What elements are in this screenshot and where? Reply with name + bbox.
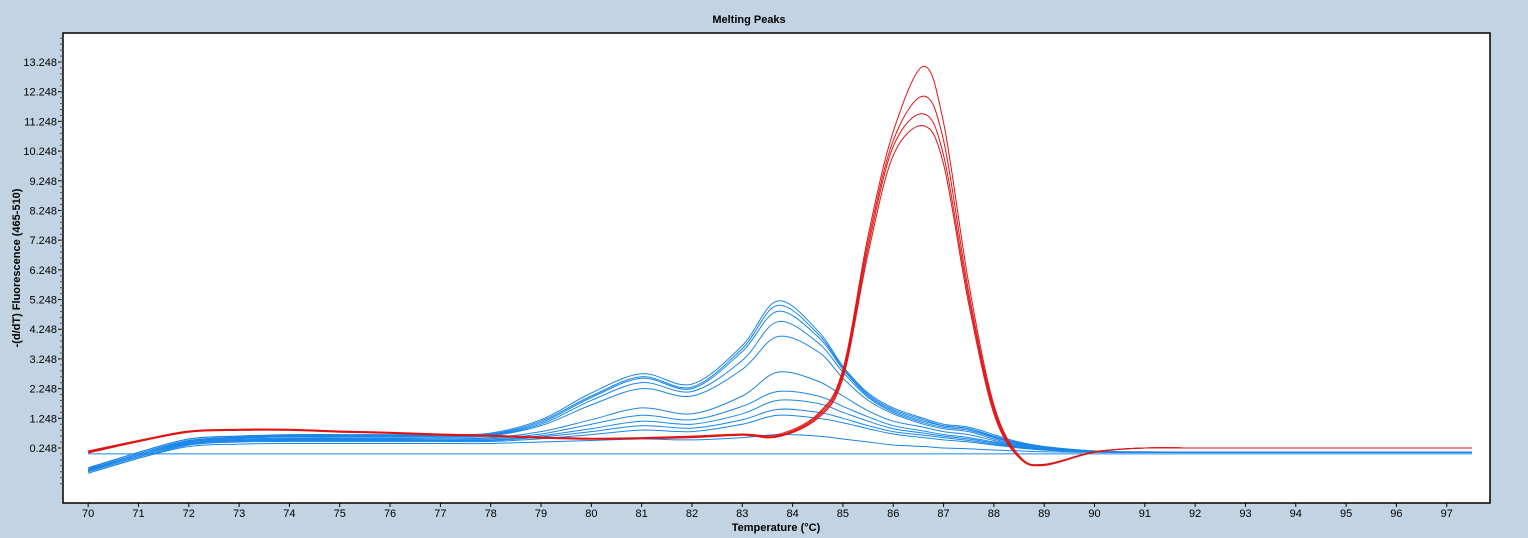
x-tick-label: 97 [1441,508,1453,520]
y-tick-label: 0.248 [29,443,57,455]
x-tick-label: 72 [183,508,195,520]
x-tick-label: 79 [535,508,547,520]
x-tick-label: 92 [1189,508,1201,520]
chart-title: Melting Peaks [712,14,785,26]
y-tick-label: 8.248 [29,205,57,217]
series-group [88,65,1472,474]
y-tick-label: 13.248 [23,57,57,69]
x-tick-label: 95 [1340,508,1352,520]
x-tick-label: 73 [233,508,245,520]
x-tick-label: 96 [1390,508,1402,520]
y-tick-label: 1.248 [29,413,57,425]
x-tick-label: 85 [837,508,849,520]
x-tick-label: 70 [82,508,94,520]
y-tick-label: 6.248 [29,265,57,277]
x-tick-label: 94 [1290,508,1302,520]
x-axis-label: Temperature (°C) [732,522,821,534]
x-tick-label: 76 [384,508,396,520]
y-tick-label: 11.248 [24,116,57,128]
y-tick-label: 4.248 [29,324,57,336]
x-tick-label: 75 [334,508,346,520]
x-tick-label: 86 [887,508,899,520]
y-tick-label: 5.248 [29,295,57,307]
x-tick-label: 71 [132,508,144,520]
x-tick-label: 82 [686,508,698,520]
x-tick-label: 93 [1239,508,1251,520]
y-tick-label: 3.248 [29,354,57,366]
x-tick-label: 91 [1139,508,1151,520]
y-axis: 0.248 1.248 2.248 3.248 4.248 5.248 6.248 7.248… [23,37,63,485]
x-axis: 70 71 72 73 74 75 76 77 78 79 80 81 82 83 84 85 86 87 88 89… [82,503,1453,520]
x-tick-label: 77 [434,508,446,520]
series-line-blue-11 [88,434,1472,474]
series-line-red-4 [88,125,1472,467]
plot-area [62,32,1491,504]
y-tick-label: 12.248 [23,87,57,99]
x-tick-label: 88 [988,508,1000,520]
y-tick-label: 10.248 [23,146,57,158]
x-tick-label: 74 [283,508,295,520]
x-tick-label: 78 [485,508,497,520]
y-axis-label: -(d/dT) Fluorescence (465-510) [11,188,23,347]
x-tick-label: 80 [585,508,597,520]
y-tick-label: 9.248 [29,176,57,188]
x-tick-label: 87 [937,508,949,520]
y-tick-label: 7.248 [29,235,57,247]
x-tick-label: 81 [636,508,648,520]
x-tick-label: 90 [1088,508,1100,520]
y-tick-label: 2.248 [29,384,57,396]
x-tick-label: 84 [786,508,798,520]
x-tick-label: 83 [736,508,748,520]
x-tick-label: 89 [1038,508,1050,520]
